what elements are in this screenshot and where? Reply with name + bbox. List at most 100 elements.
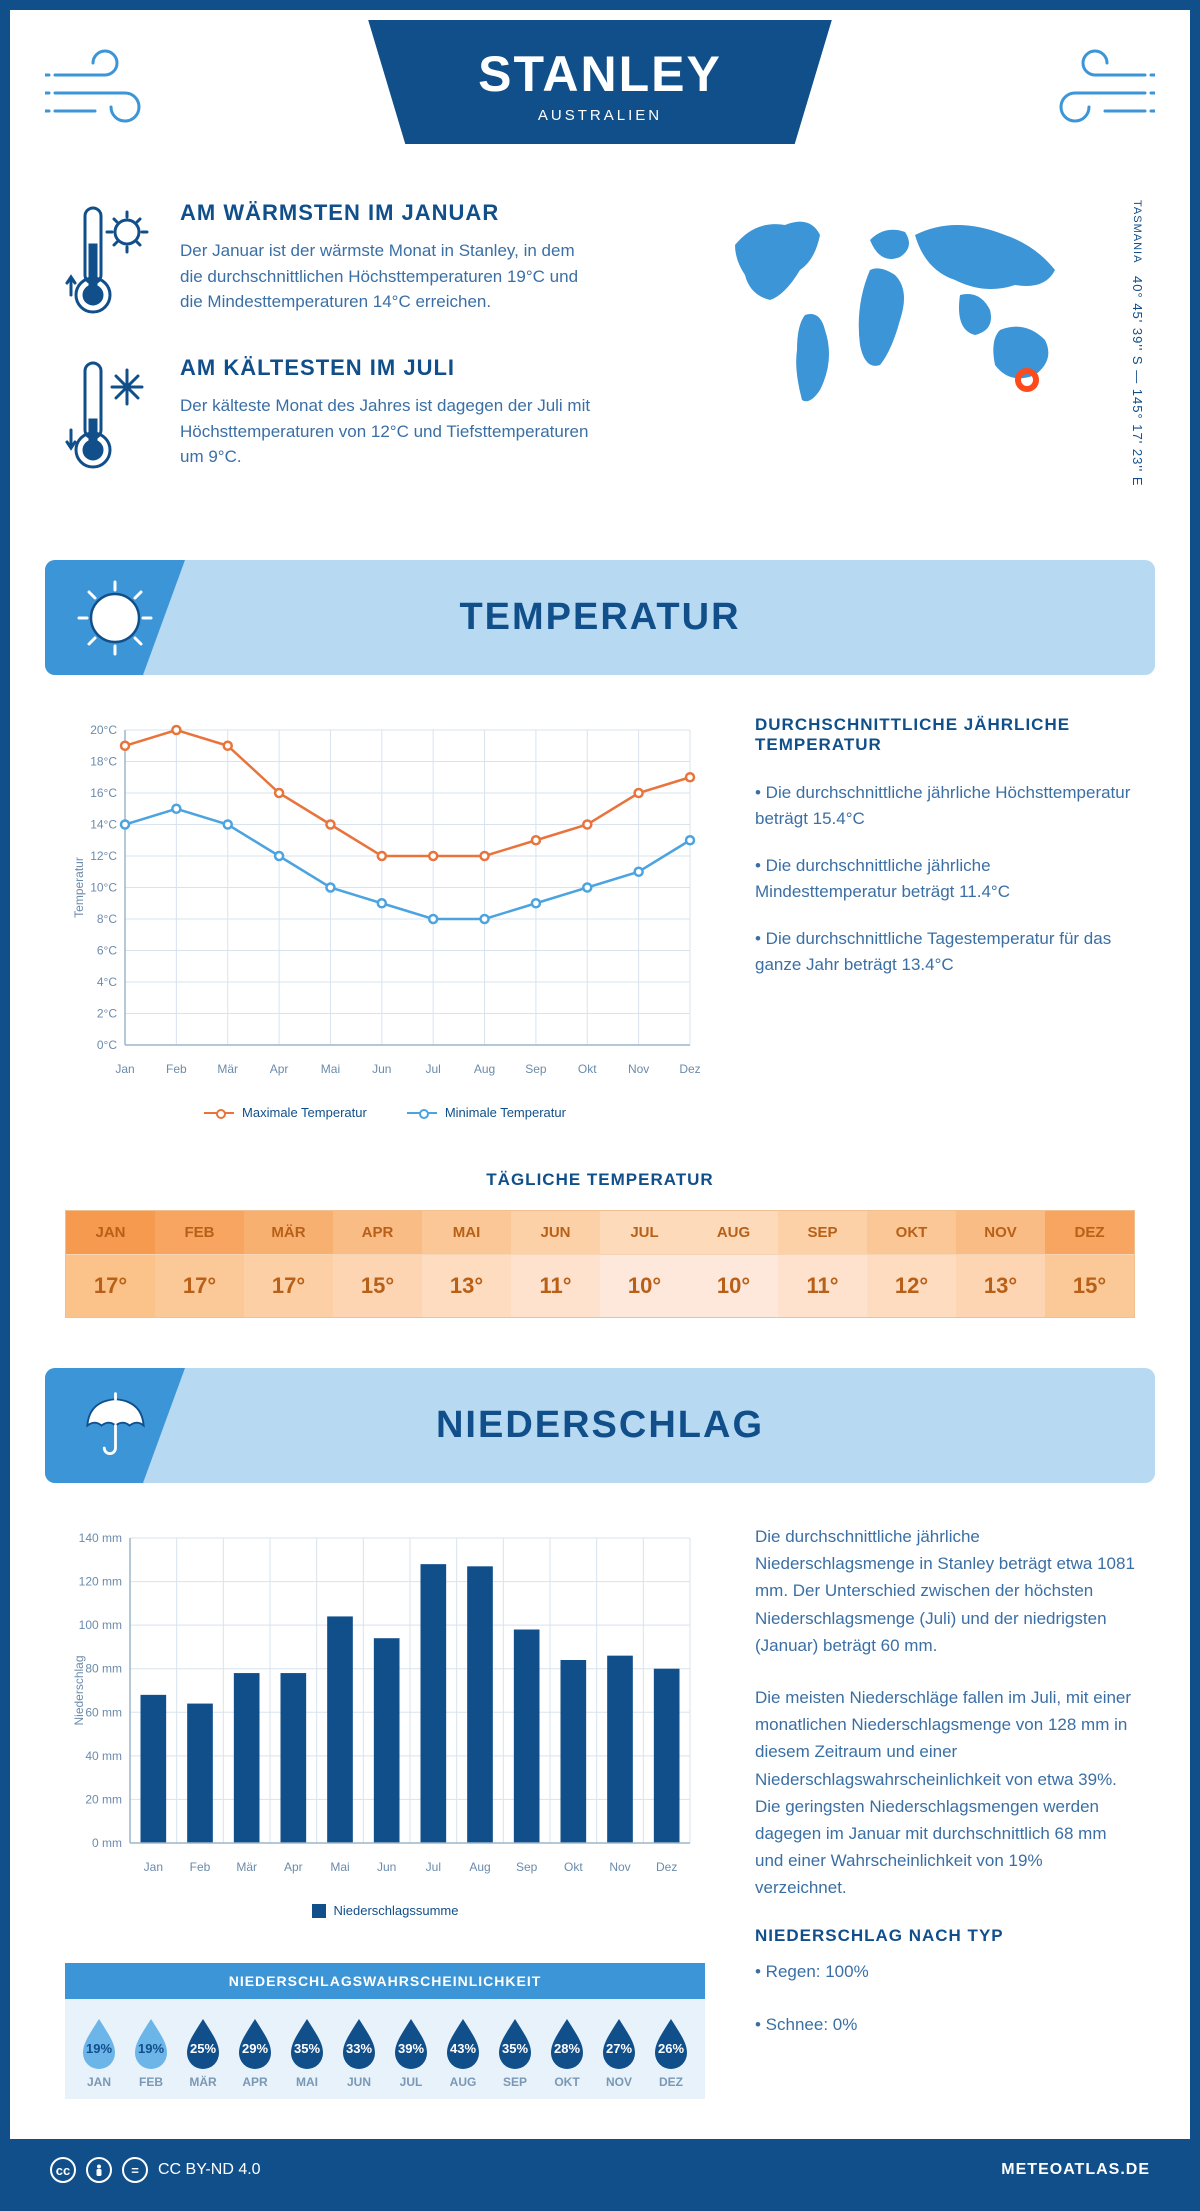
svg-text:140 mm: 140 mm xyxy=(79,1531,122,1545)
daily-temp-table: JAN17°FEB17°MÄR17°APR15°MAI13°JUN11°JUL1… xyxy=(65,1210,1135,1318)
svg-text:Sep: Sep xyxy=(525,1062,547,1076)
table-col: AUG10° xyxy=(689,1211,778,1317)
by-icon xyxy=(86,2157,112,2183)
temperature-line-chart: 0°C 2°C 4°C 6°C 8°C 10°C 12°C 14°C 16°C 18°C 20°C J… xyxy=(65,715,705,1120)
table-col: OKT12° xyxy=(867,1211,956,1317)
table-col: JUN11° xyxy=(511,1211,600,1317)
svg-text:Niederschlag: Niederschlag xyxy=(72,1655,86,1725)
svg-text:Okt: Okt xyxy=(578,1062,597,1076)
svg-text:120 mm: 120 mm xyxy=(79,1575,122,1589)
coordinates: TASMANIA 40° 45' 39'' S — 145° 17' 23'' … xyxy=(1130,200,1145,487)
svg-text:Aug: Aug xyxy=(474,1062,495,1076)
svg-text:20°C: 20°C xyxy=(90,723,117,737)
umbrella-icon xyxy=(45,1368,185,1483)
license: cc = CC BY-ND 4.0 xyxy=(50,2157,261,2183)
svg-text:16°C: 16°C xyxy=(90,786,117,800)
svg-text:40 mm: 40 mm xyxy=(85,1749,122,1763)
probability-cell: 25%MÄR xyxy=(177,2017,229,2089)
svg-text:2°C: 2°C xyxy=(97,1007,117,1021)
probability-cell: 33%JUN xyxy=(333,2017,385,2089)
fact-body: Der Januar ist der wärmste Monat in Stan… xyxy=(180,238,600,315)
table-col: NOV13° xyxy=(956,1211,1045,1317)
fact-title: AM WÄRMSTEN IM JANUAR xyxy=(180,200,600,226)
chart-legend: Niederschlagssumme xyxy=(65,1903,705,1918)
svg-text:Jun: Jun xyxy=(372,1062,391,1076)
page-subtitle: AUSTRALIEN xyxy=(478,107,722,124)
fact-coldest: AM KÄLTESTEN IM JULI Der kälteste Monat … xyxy=(65,355,665,475)
svg-text:Mär: Mär xyxy=(217,1062,238,1076)
svg-text:Mär: Mär xyxy=(236,1860,257,1874)
table-col: APR15° xyxy=(333,1211,422,1317)
svg-text:14°C: 14°C xyxy=(90,818,117,832)
thermometer-hot-icon xyxy=(65,200,155,320)
table-col: DEZ15° xyxy=(1045,1211,1134,1317)
chart-legend: Maximale Temperatur Minimale Temperatur xyxy=(65,1105,705,1120)
probability-cell: 35%SEP xyxy=(489,2017,541,2089)
fact-title: AM KÄLTESTEN IM JULI xyxy=(180,355,600,381)
nd-icon: = xyxy=(122,2157,148,2183)
svg-text:Jan: Jan xyxy=(115,1062,134,1076)
svg-text:Feb: Feb xyxy=(190,1860,211,1874)
probability-cell: 29%APR xyxy=(229,2017,281,2089)
svg-text:Dez: Dez xyxy=(656,1860,677,1874)
temperature-summary: DURCHSCHNITTLICHE JÄHRLICHE TEMPERATUR •… xyxy=(755,715,1135,1120)
svg-text:0 mm: 0 mm xyxy=(92,1836,122,1850)
svg-text:10°C: 10°C xyxy=(90,881,117,895)
facts-row: AM WÄRMSTEN IM JANUAR Der Januar ist der… xyxy=(10,200,1190,540)
svg-text:18°C: 18°C xyxy=(90,755,117,769)
svg-text:8°C: 8°C xyxy=(97,912,117,926)
svg-text:Aug: Aug xyxy=(469,1860,490,1874)
svg-text:Feb: Feb xyxy=(166,1062,187,1076)
table-col: MAI13° xyxy=(422,1211,511,1317)
svg-text:80 mm: 80 mm xyxy=(85,1662,122,1676)
svg-text:4°C: 4°C xyxy=(97,975,117,989)
wind-icon xyxy=(1035,45,1155,135)
svg-text:Jul: Jul xyxy=(426,1860,441,1874)
section-banner-temperature: TEMPERATUR xyxy=(45,560,1155,675)
section-title: NIEDERSCHLAG xyxy=(436,1404,764,1447)
fact-body: Der kälteste Monat des Jahres ist dagege… xyxy=(180,393,600,470)
fact-warmest: AM WÄRMSTEN IM JANUAR Der Januar ist der… xyxy=(65,200,665,320)
page-title: STANLEY xyxy=(478,45,722,103)
table-col: JAN17° xyxy=(66,1211,155,1317)
svg-text:Mai: Mai xyxy=(321,1062,340,1076)
table-col: MÄR17° xyxy=(244,1211,333,1317)
svg-text:20 mm: 20 mm xyxy=(85,1792,122,1806)
daily-temp-title: TÄGLICHE TEMPERATUR xyxy=(10,1170,1190,1190)
cc-icon: cc xyxy=(50,2157,76,2183)
section-banner-precip: NIEDERSCHLAG xyxy=(45,1368,1155,1483)
svg-text:6°C: 6°C xyxy=(97,944,117,958)
probability-cell: 35%MAI xyxy=(281,2017,333,2089)
svg-text:60 mm: 60 mm xyxy=(85,1705,122,1719)
svg-text:Mai: Mai xyxy=(330,1860,349,1874)
probability-cell: 26%DEZ xyxy=(645,2017,697,2089)
probability-cell: 19%FEB xyxy=(125,2017,177,2089)
title-banner: STANLEY AUSTRALIEN xyxy=(368,20,832,144)
footer: cc = CC BY-ND 4.0 METEOATLAS.DE xyxy=(10,2139,1190,2201)
svg-text:Jan: Jan xyxy=(144,1860,163,1874)
world-map: TASMANIA 40° 45' 39'' S — 145° 17' 23'' … xyxy=(705,200,1135,510)
svg-text:12°C: 12°C xyxy=(90,849,117,863)
precip-probability-box: NIEDERSCHLAGSWAHRSCHEINLICHKEIT 19%JAN19… xyxy=(65,1963,705,2099)
svg-text:Jul: Jul xyxy=(426,1062,441,1076)
probability-cell: 39%JUL xyxy=(385,2017,437,2089)
svg-text:Okt: Okt xyxy=(564,1860,583,1874)
table-col: JUL10° xyxy=(600,1211,689,1317)
probability-cell: 28%OKT xyxy=(541,2017,593,2089)
svg-text:Nov: Nov xyxy=(628,1062,649,1076)
svg-text:Apr: Apr xyxy=(270,1062,289,1076)
probability-cell: 27%NOV xyxy=(593,2017,645,2089)
section-title: TEMPERATUR xyxy=(459,596,740,639)
table-col: FEB17° xyxy=(155,1211,244,1317)
thermometer-cold-icon xyxy=(65,355,155,475)
site-credit: METEOATLAS.DE xyxy=(1001,2161,1150,2179)
svg-text:100 mm: 100 mm xyxy=(79,1618,122,1632)
sun-icon xyxy=(45,560,185,675)
svg-text:Jun: Jun xyxy=(377,1860,396,1874)
svg-text:0°C: 0°C xyxy=(97,1038,117,1052)
probability-cell: 19%JAN xyxy=(73,2017,125,2089)
precip-summary: Die durchschnittliche jährliche Niedersc… xyxy=(755,1523,1135,2099)
svg-text:Apr: Apr xyxy=(284,1860,303,1874)
svg-text:Sep: Sep xyxy=(516,1860,538,1874)
precipitation-bar-chart: 0 mm 20 mm 40 mm 60 mm 80 mm 100 mm 120 mm 140 … xyxy=(65,1523,705,1918)
